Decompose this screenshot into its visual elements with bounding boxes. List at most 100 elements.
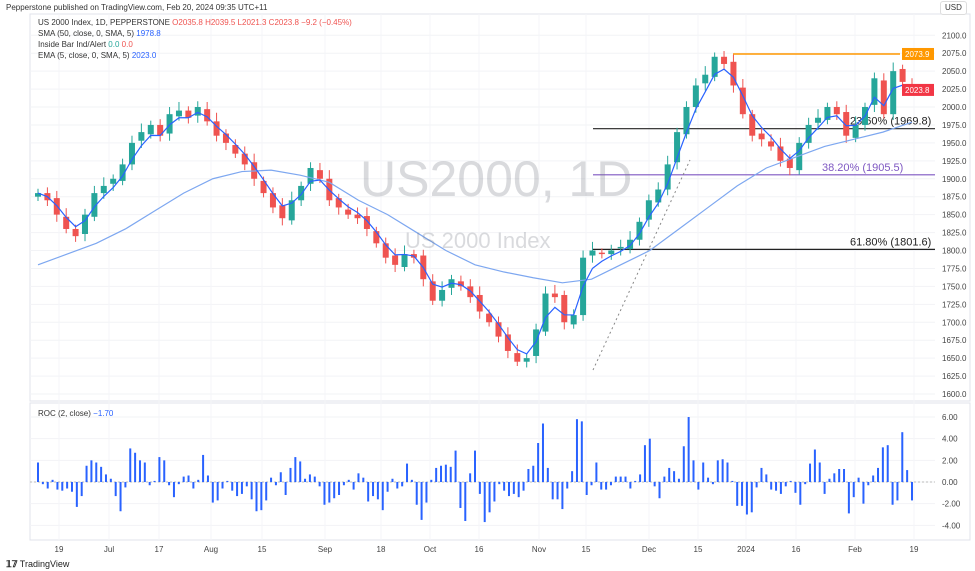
trend-line	[592, 159, 691, 371]
legend-ema[interactable]: EMA (5, close, 0, SMA, 5) 2023.0	[38, 51, 156, 60]
date-tick: 15	[582, 545, 591, 554]
candle-body	[504, 334, 511, 351]
roc-bar	[765, 474, 768, 482]
roc-bar	[265, 482, 268, 501]
roc-bar	[673, 471, 676, 482]
roc-bar	[318, 482, 321, 487]
roc-tick: -2.00	[942, 500, 961, 509]
roc-bar	[85, 465, 88, 482]
roc-bar	[304, 478, 307, 482]
roc-bar	[643, 445, 646, 482]
candle-body	[401, 254, 408, 268]
candle-body	[279, 205, 286, 219]
roc-bar	[809, 463, 812, 482]
roc-bar	[274, 482, 277, 486]
roc-bar	[323, 482, 326, 505]
roc-bar	[172, 482, 175, 498]
price-tick: 1850.0	[942, 211, 967, 220]
roc-bar	[75, 482, 78, 507]
candle-body	[100, 185, 107, 194]
date-tick: 19	[55, 545, 64, 554]
candle-body	[429, 281, 436, 301]
date-tick: 2024	[737, 545, 755, 554]
roc-bar	[702, 462, 705, 482]
price-tick: 1700.0	[942, 318, 967, 327]
roc-bar	[231, 482, 234, 491]
roc-bar	[566, 482, 569, 489]
date-tick: 15	[258, 545, 267, 554]
roc-bar	[435, 467, 438, 482]
ib-label: Inside Bar Ind/Alert	[38, 40, 107, 49]
roc-bar	[406, 463, 409, 482]
roc-bar	[697, 482, 700, 490]
roc-bar	[352, 482, 355, 490]
roc-bar	[474, 450, 476, 482]
candle-body	[702, 74, 709, 84]
date-tick: Oct	[424, 545, 437, 554]
candle-body	[542, 293, 549, 332]
roc-bar	[187, 475, 190, 482]
roc-bar	[420, 482, 423, 520]
roc-pane	[29, 402, 971, 541]
roc-bar	[153, 480, 156, 482]
roc-bar	[449, 466, 452, 482]
roc-bar	[134, 452, 137, 482]
roc-bar	[440, 465, 443, 482]
roc-tick: -4.00	[942, 521, 961, 530]
candle-body	[194, 107, 201, 116]
roc-bar	[444, 464, 447, 482]
roc-bar	[124, 482, 127, 488]
roc-bar	[148, 482, 151, 486]
roc-bar	[852, 482, 855, 498]
price-tick: 1975.0	[942, 121, 967, 130]
roc-value: −1.70	[93, 409, 114, 418]
candle-body	[627, 239, 634, 250]
roc-bar	[843, 469, 846, 482]
roc-bar	[648, 438, 651, 482]
roc-bar	[789, 480, 792, 482]
roc-bar	[721, 459, 724, 482]
candle-body	[890, 71, 897, 115]
price-pane	[29, 13, 971, 402]
candle-body	[551, 293, 558, 298]
roc-bar	[104, 474, 107, 482]
brand-label: TradingView	[19, 559, 70, 569]
candle-body	[260, 180, 267, 194]
date-tick: 19	[910, 545, 919, 554]
roc-bar	[537, 443, 540, 482]
date-tick: Nov	[532, 545, 546, 554]
price-tick: 1950.0	[942, 139, 967, 148]
roc-bar	[619, 476, 622, 482]
roc-bar	[464, 482, 467, 521]
roc-bar	[624, 476, 627, 482]
roc-legend[interactable]: ROC (2, close) −1.70	[38, 409, 113, 418]
roc-bar	[653, 482, 656, 487]
roc-bar	[838, 469, 841, 482]
candle-body	[138, 132, 145, 141]
roc-bar	[372, 482, 375, 497]
candle-body	[796, 142, 803, 171]
ohlc-values: O2035.8 H2039.5 L2021.3 C2023.8 −9.2 (−0…	[172, 18, 352, 27]
ema-value: 2023.0	[131, 51, 157, 60]
roc-bar	[614, 476, 617, 482]
roc-bar	[556, 482, 559, 500]
roc-bar	[629, 482, 632, 489]
candle-body	[288, 200, 295, 221]
price-tick: 1875.0	[942, 193, 967, 202]
roc-bar	[236, 482, 239, 497]
legend-inside-bar[interactable]: Inside Bar Ind/Alert 0.0 0.0	[38, 40, 133, 49]
roc-bar	[37, 462, 39, 482]
currency-button[interactable]: USD	[940, 1, 967, 15]
candle-body	[439, 289, 446, 301]
price-tick: 1675.0	[942, 336, 967, 345]
roc-bar	[396, 482, 399, 489]
tradingview-logo[interactable]: 𝟙𝟟 TradingView	[6, 559, 70, 569]
roc-bar	[527, 469, 530, 482]
price-tick: 1825.0	[942, 229, 967, 238]
roc-bar	[512, 482, 515, 494]
roc-bar	[483, 482, 486, 523]
legend-symbol: US 2000 Index, 1D, PEPPERSTONE O2035.8 H…	[38, 18, 352, 27]
candle-body	[157, 124, 164, 136]
legend-sma[interactable]: SMA (50, close, 0, SMA, 5) 1978.8	[38, 29, 161, 38]
